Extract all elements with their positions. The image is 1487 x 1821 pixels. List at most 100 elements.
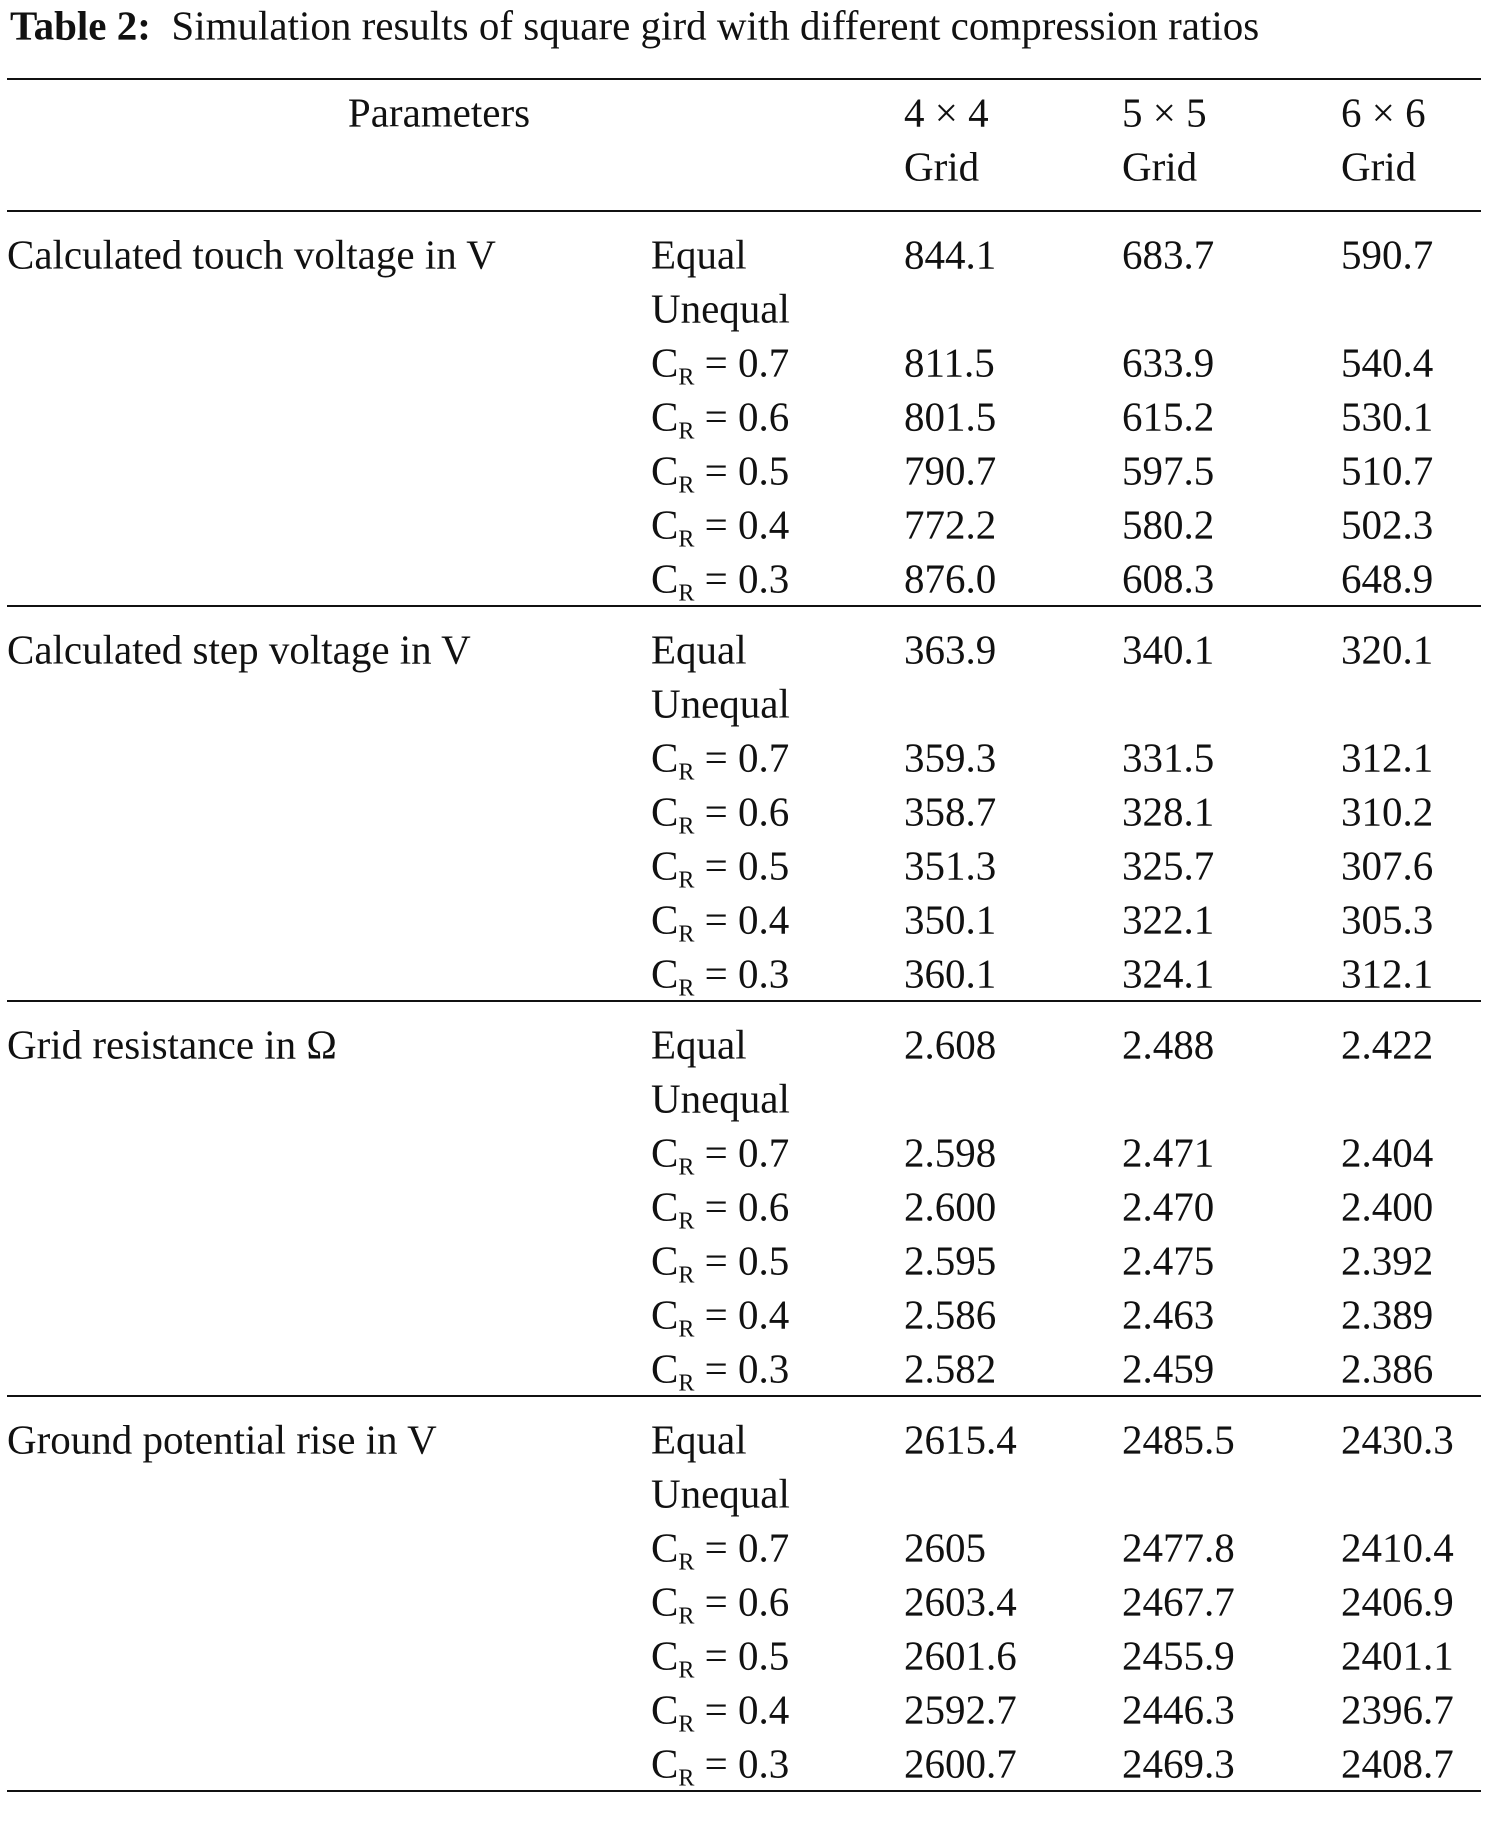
symbol: C <box>651 501 679 548</box>
subscript: R <box>678 1154 695 1181</box>
row-label: Equal <box>651 1021 747 1068</box>
ratio: = 0.6 <box>704 393 790 440</box>
row-label: CR = 0.5 <box>651 845 789 893</box>
row-label: Equal <box>651 231 747 278</box>
cell-value: 312.1 <box>1341 734 1434 781</box>
group-rule <box>7 1790 1481 1792</box>
cell-value: 683.7 <box>1122 231 1215 278</box>
group-rule <box>7 605 1481 607</box>
subscript: R <box>678 759 695 786</box>
ratio: = 0.3 <box>704 950 790 997</box>
ratio: = 0.7 <box>704 339 790 386</box>
cell-value: 2.598 <box>904 1129 997 1176</box>
row-label: Unequal <box>651 1470 790 1517</box>
cell-value: 2.459 <box>1122 1345 1215 1392</box>
cell-value: 2.471 <box>1122 1129 1215 1176</box>
cell-value: 801.5 <box>904 393 997 440</box>
cell-value: 790.7 <box>904 447 997 494</box>
row-label: CR = 0.4 <box>651 1294 789 1342</box>
column-size: 6 × 6 <box>1341 89 1426 136</box>
group-name: Ground potential rise in V <box>7 1416 437 1463</box>
cell-value: 2.386 <box>1341 1345 1434 1392</box>
column-size: 4 × 4 <box>904 89 989 136</box>
symbol: C <box>651 950 679 997</box>
cell-value: 608.3 <box>1122 555 1215 602</box>
cell-value: 2485.5 <box>1122 1416 1235 1463</box>
cell-value: 876.0 <box>904 555 997 602</box>
group-name: Calculated step voltage in V <box>7 626 471 673</box>
subscript: R <box>678 975 695 1002</box>
cell-value: 360.1 <box>904 950 997 997</box>
subscript: R <box>678 1711 695 1738</box>
cell-value: 540.4 <box>1341 339 1434 386</box>
cell-value: 363.9 <box>904 626 997 673</box>
ratio: = 0.3 <box>704 555 790 602</box>
subscript: R <box>678 1657 695 1684</box>
header-rule <box>7 210 1481 212</box>
column-unit: Grid <box>904 143 980 190</box>
cell-value: 2430.3 <box>1341 1416 1454 1463</box>
cell-value: 510.7 <box>1341 447 1434 494</box>
column-unit: Grid <box>1122 143 1198 190</box>
cell-value: 351.3 <box>904 842 997 889</box>
cell-value: 590.7 <box>1341 231 1434 278</box>
subscript: R <box>678 1316 695 1343</box>
ratio: = 0.3 <box>704 1345 790 1392</box>
ratio: = 0.5 <box>704 1237 790 1284</box>
group-rule <box>7 1395 1481 1397</box>
cell-value: 2601.6 <box>904 1632 1017 1679</box>
row-label: CR = 0.5 <box>651 1237 790 1288</box>
row-label: CR = 0.7 <box>651 737 789 785</box>
caption-label: Table 2: <box>10 2 151 49</box>
cell-value: 2401.1 <box>1341 1632 1454 1679</box>
cell-value: 320.1 <box>1341 626 1434 673</box>
cell-value: 2.422 <box>1341 1021 1434 1068</box>
ratio: = 0.7 <box>704 1524 790 1571</box>
row-label: Equal <box>651 626 747 673</box>
symbol: C <box>651 555 679 602</box>
symbol: C <box>651 1686 679 1733</box>
ratio: = 0.4 <box>704 896 790 943</box>
cell-value: 2467.7 <box>1122 1578 1235 1625</box>
ratio: = 0.5 <box>704 1632 790 1679</box>
row-label: CR = 0.7 <box>651 1524 790 1575</box>
cell-value: 2.400 <box>1341 1183 1434 1230</box>
row-label: CR = 0.5 <box>651 1632 790 1683</box>
row-label: CR = 0.6 <box>651 1183 789 1234</box>
ratio: = 0.6 <box>704 1578 790 1625</box>
cell-value: 844.1 <box>904 231 997 278</box>
cell-value: 328.1 <box>1122 788 1215 835</box>
cell-value: 2.470 <box>1122 1183 1215 1230</box>
cell-value: 2.582 <box>904 1345 997 1392</box>
cell-value: 2469.3 <box>1122 1740 1235 1787</box>
cell-value: 2396.7 <box>1341 1686 1454 1733</box>
row-label: Unequal <box>651 680 790 727</box>
caption-text: Simulation results of square gird with d… <box>171 2 1260 49</box>
symbol: C <box>651 393 679 440</box>
subscript: R <box>678 580 695 607</box>
row-label: CR = 0.5 <box>651 450 789 498</box>
cell-value: 322.1 <box>1122 896 1215 943</box>
cell-value: 310.2 <box>1341 788 1434 835</box>
group-rule <box>7 1000 1481 1002</box>
subscript: R <box>678 472 695 499</box>
cell-value: 340.1 <box>1122 626 1215 673</box>
subscript: R <box>678 1262 695 1289</box>
cell-value: 2446.3 <box>1122 1686 1235 1733</box>
row-label: CR = 0.7 <box>651 339 790 390</box>
cell-value: 2615.4 <box>904 1416 1017 1463</box>
cell-value: 2.595 <box>904 1237 997 1284</box>
subscript: R <box>678 921 695 948</box>
top-rule <box>7 78 1481 80</box>
symbol: C <box>651 788 679 835</box>
symbol: C <box>651 1740 679 1787</box>
column-unit: Grid <box>1341 143 1417 190</box>
column-size: 5 × 5 <box>1122 89 1207 136</box>
ratio: = 0.4 <box>704 501 790 548</box>
row-label: CR = 0.4 <box>651 1686 789 1737</box>
symbol: C <box>651 1183 679 1230</box>
ratio: = 0.3 <box>704 1740 790 1787</box>
row-label: CR = 0.3 <box>651 950 790 1001</box>
caption: Table 2: Simulation results of square gi… <box>10 2 1260 49</box>
